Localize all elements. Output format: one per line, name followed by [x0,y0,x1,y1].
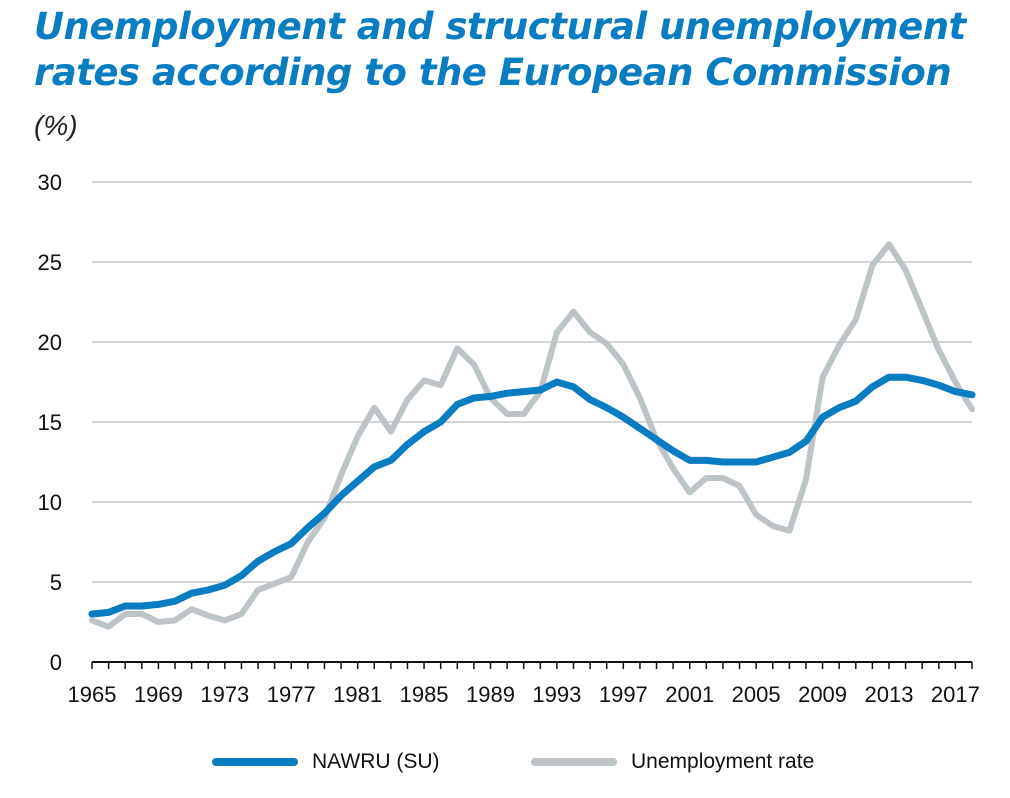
legend-swatch-nawru [212,758,298,766]
legend-swatch-unemployment-rate [531,758,617,766]
legend-label-unemployment-rate: Unemployment rate [631,750,815,773]
y-tick-label-30: 30 [38,170,62,195]
x-tick-label-1965: 1965 [68,682,117,707]
y-tick-label-0: 0 [50,650,62,675]
y-tick-label-10: 10 [38,490,62,515]
y-axis-unit-label: (%) [34,110,78,141]
legend-item-unemployment-rate: Unemployment rate [531,742,814,782]
x-tick-label-1973: 1973 [200,682,249,707]
chart-title: Unemployment and structural unemployment… [34,4,994,96]
chart-title-line-1: Unemployment and structural unemployment [34,5,966,48]
x-tick-label-1997: 1997 [599,682,648,707]
x-tick-label-2001: 2001 [665,682,714,707]
y-tick-label-20: 20 [38,330,62,355]
series-line-unemployment-rate [89,241,975,630]
x-tick-label-1993: 1993 [532,682,581,707]
series-lines [88,241,976,630]
y-tick-label-15: 15 [38,410,62,435]
y-tick-label-5: 5 [50,570,62,595]
x-tick-label-2009: 2009 [798,682,847,707]
y-axis-ticks: 0 5 10 15 20 25 30 [38,170,62,675]
x-tick-label-2017: 2017 [931,682,980,707]
x-tick-label-1989: 1989 [466,682,515,707]
x-axis [91,661,973,669]
grid-lines [92,181,972,583]
legend-item-nawru: NAWRU (SU) [212,742,440,782]
x-tick-label-1977: 1977 [267,682,316,707]
y-tick-label-25: 25 [38,250,62,275]
chart-title-line-2: rates according to the European Commissi… [34,51,952,94]
x-tick-label-2005: 2005 [732,682,781,707]
x-tick-label-1981: 1981 [333,682,382,707]
legend: NAWRU (SU) Unemployment rate [0,742,1010,782]
x-tick-label-1969: 1969 [134,682,183,707]
x-tick-label-2013: 2013 [865,682,914,707]
x-tick-label-1985: 1985 [400,682,449,707]
line-chart: 0 5 10 15 20 25 30 1965 1969 1973 1977 1981 1985 198… [38,170,980,707]
legend-label-nawru: NAWRU (SU) [312,750,440,773]
x-axis-ticks: 1965 1969 1973 1977 1981 1985 1989 1993 1997 2001… [68,682,980,707]
series-line-nawru [88,373,976,618]
